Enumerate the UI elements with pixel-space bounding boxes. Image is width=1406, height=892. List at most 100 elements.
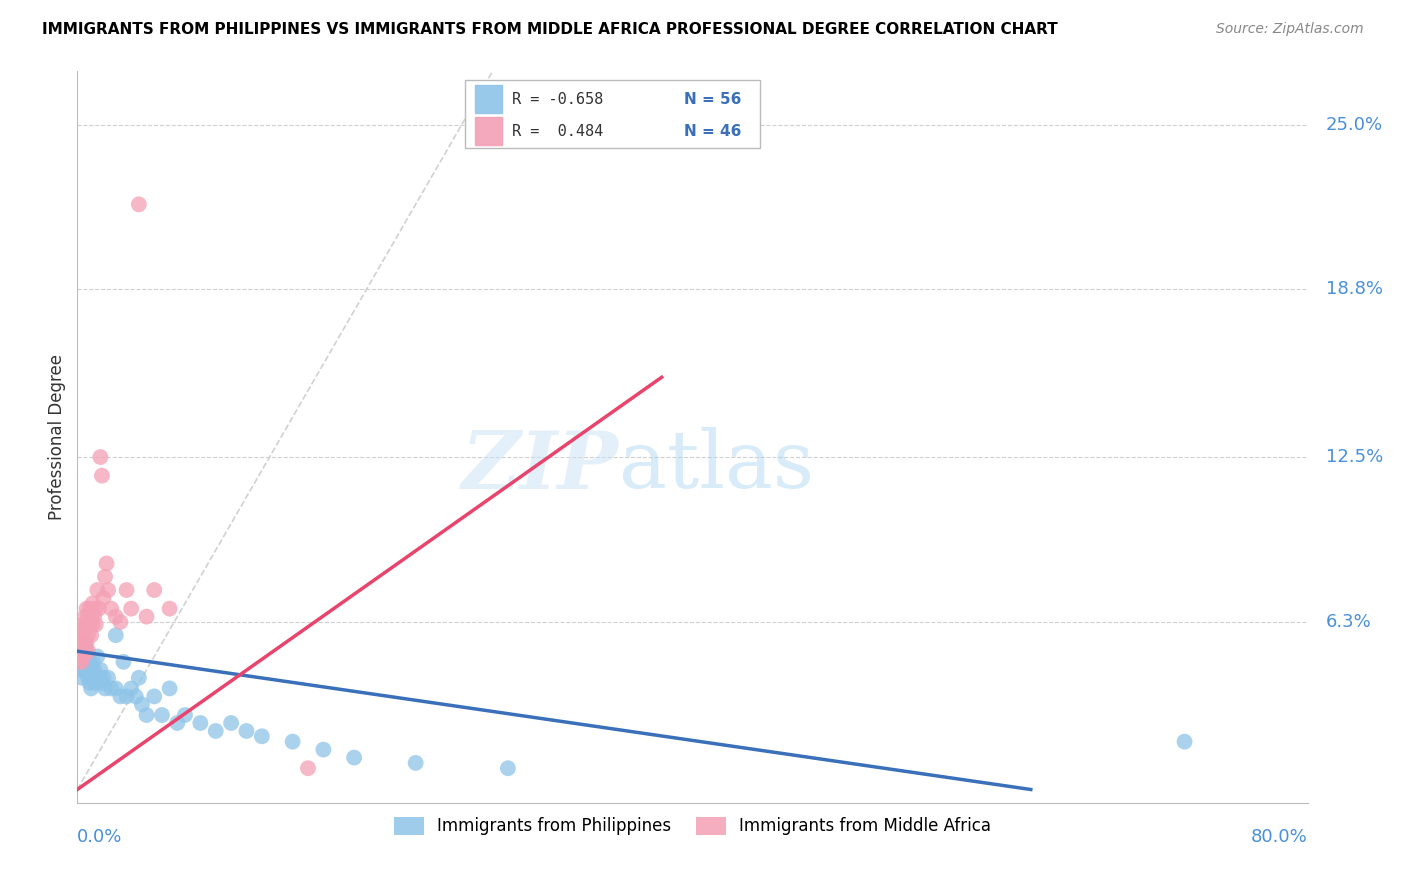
Bar xyxy=(475,117,502,145)
Point xyxy=(135,609,157,624)
Text: 80.0%: 80.0% xyxy=(1251,829,1308,847)
Text: N = 46: N = 46 xyxy=(685,124,742,138)
Point xyxy=(72,636,94,650)
Point xyxy=(135,708,157,723)
Point xyxy=(159,601,181,615)
Text: R =  0.484: R = 0.484 xyxy=(512,124,603,138)
Point xyxy=(83,663,105,677)
Point xyxy=(77,644,100,658)
Point xyxy=(73,609,96,624)
Point xyxy=(76,663,98,677)
Point xyxy=(76,601,98,615)
Point xyxy=(128,197,150,211)
Point xyxy=(69,649,91,664)
Y-axis label: Professional Degree: Professional Degree xyxy=(48,354,66,520)
Point xyxy=(110,690,132,704)
Point xyxy=(100,601,122,615)
Point xyxy=(70,649,93,664)
Point xyxy=(82,617,104,632)
Point xyxy=(73,655,96,669)
Point xyxy=(90,468,114,483)
Point xyxy=(343,750,366,764)
Point xyxy=(76,617,98,632)
Point xyxy=(93,671,115,685)
Point xyxy=(115,582,138,597)
Text: 6.3%: 6.3% xyxy=(1326,613,1372,631)
Point xyxy=(79,601,101,615)
Point xyxy=(166,716,188,731)
Point xyxy=(112,655,135,669)
Point xyxy=(235,723,257,738)
Point xyxy=(70,623,93,637)
Point xyxy=(115,690,138,704)
Point xyxy=(79,676,101,690)
Point xyxy=(128,671,150,685)
Point xyxy=(70,636,93,650)
Point xyxy=(97,671,120,685)
Point xyxy=(83,609,105,624)
Point xyxy=(73,628,96,642)
Point xyxy=(159,681,181,696)
Point xyxy=(76,644,98,658)
Point xyxy=(77,609,100,624)
Point xyxy=(77,649,100,664)
Point xyxy=(94,570,117,584)
Point xyxy=(77,628,100,642)
Point xyxy=(79,655,101,669)
Text: N = 56: N = 56 xyxy=(685,92,742,107)
Point xyxy=(73,644,96,658)
Point xyxy=(150,708,173,723)
Point xyxy=(104,628,127,642)
Point xyxy=(79,617,101,632)
Point xyxy=(80,663,103,677)
FancyBboxPatch shape xyxy=(465,80,761,148)
Point xyxy=(125,690,148,704)
Point xyxy=(143,582,166,597)
Point xyxy=(69,628,91,642)
Point xyxy=(87,601,110,615)
Point xyxy=(219,716,242,731)
Point xyxy=(120,601,142,615)
Point xyxy=(72,663,94,677)
Point xyxy=(67,655,90,669)
Point xyxy=(80,681,103,696)
Point xyxy=(143,690,166,704)
Point xyxy=(69,663,91,677)
Point xyxy=(104,609,127,624)
Point xyxy=(72,617,94,632)
Point xyxy=(90,676,114,690)
Point xyxy=(89,450,111,464)
Point xyxy=(84,617,107,632)
Point xyxy=(405,756,427,770)
Point xyxy=(188,716,212,731)
Point xyxy=(104,681,127,696)
Point xyxy=(93,591,115,605)
Point xyxy=(131,698,153,712)
Point xyxy=(204,723,226,738)
Point xyxy=(496,761,519,775)
Point xyxy=(70,636,93,650)
Point xyxy=(77,671,100,685)
Point xyxy=(89,663,111,677)
Point xyxy=(174,708,197,723)
Text: IMMIGRANTS FROM PHILIPPINES VS IMMIGRANTS FROM MIDDLE AFRICA PROFESSIONAL DEGREE: IMMIGRANTS FROM PHILIPPINES VS IMMIGRANT… xyxy=(42,22,1057,37)
Text: Source: ZipAtlas.com: Source: ZipAtlas.com xyxy=(1216,22,1364,37)
Point xyxy=(281,734,304,748)
Point xyxy=(70,655,93,669)
Legend: Immigrants from Philippines, Immigrants from Middle Africa: Immigrants from Philippines, Immigrants … xyxy=(387,810,998,842)
Point xyxy=(76,636,98,650)
Point xyxy=(82,596,104,610)
Point xyxy=(97,582,120,597)
Text: 18.8%: 18.8% xyxy=(1326,280,1384,299)
Bar xyxy=(475,86,502,113)
Point xyxy=(80,628,103,642)
Text: 25.0%: 25.0% xyxy=(1326,116,1384,134)
Text: 0.0%: 0.0% xyxy=(77,829,122,847)
Text: atlas: atlas xyxy=(619,427,814,506)
Point xyxy=(73,636,96,650)
Point xyxy=(72,649,94,664)
Point xyxy=(94,681,117,696)
Point xyxy=(84,601,107,615)
Text: ZIP: ZIP xyxy=(461,427,619,505)
Point xyxy=(96,557,118,571)
